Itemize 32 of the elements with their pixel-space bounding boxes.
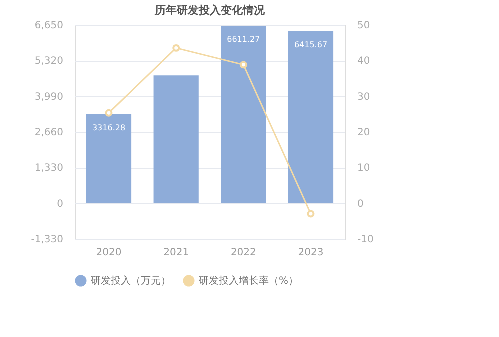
y-tick-label: -1,330 [31,234,64,246]
x-tick-label: 2022 [230,248,256,258]
bar [86,114,132,204]
y2-tick-label: 50 [358,20,370,32]
y2-tick-label: -10 [358,234,374,246]
y2-tick-label: 30 [358,92,370,103]
y-tick-label: 1,330 [34,163,64,174]
bar [288,31,334,204]
point [240,61,248,69]
x-tick-label: 2023 [298,248,324,258]
data-label: 3316.28 [92,123,126,132]
legend-label: 研发投入增长率（%） [199,275,299,287]
data-label: 6415.67 [294,40,328,50]
point [307,210,315,218]
y-tick-label: 6,650 [34,20,64,32]
chart-title: 历年研发投入变化情况 [154,4,266,17]
y-tick-label: 2,660 [34,128,64,138]
y-tick-label: 3,990 [34,92,64,103]
x-tick-label: 2020 [96,248,122,258]
y-tick-label: 0 [57,198,64,210]
y2-tick-label: 20 [358,128,370,138]
y2-tick-label: 40 [358,56,370,68]
bar [221,26,266,204]
y2-tick-label: 10 [358,163,370,174]
y2-tick-label: 0 [358,198,364,210]
bar [154,76,199,204]
data-label: 6611.27 [227,35,260,44]
x-tick-label: 2021 [164,248,190,258]
point [172,44,180,52]
y-tick-label: 5,320 [34,56,64,68]
point [105,109,113,117]
legend-label: 研发投入（万元） [91,275,171,287]
